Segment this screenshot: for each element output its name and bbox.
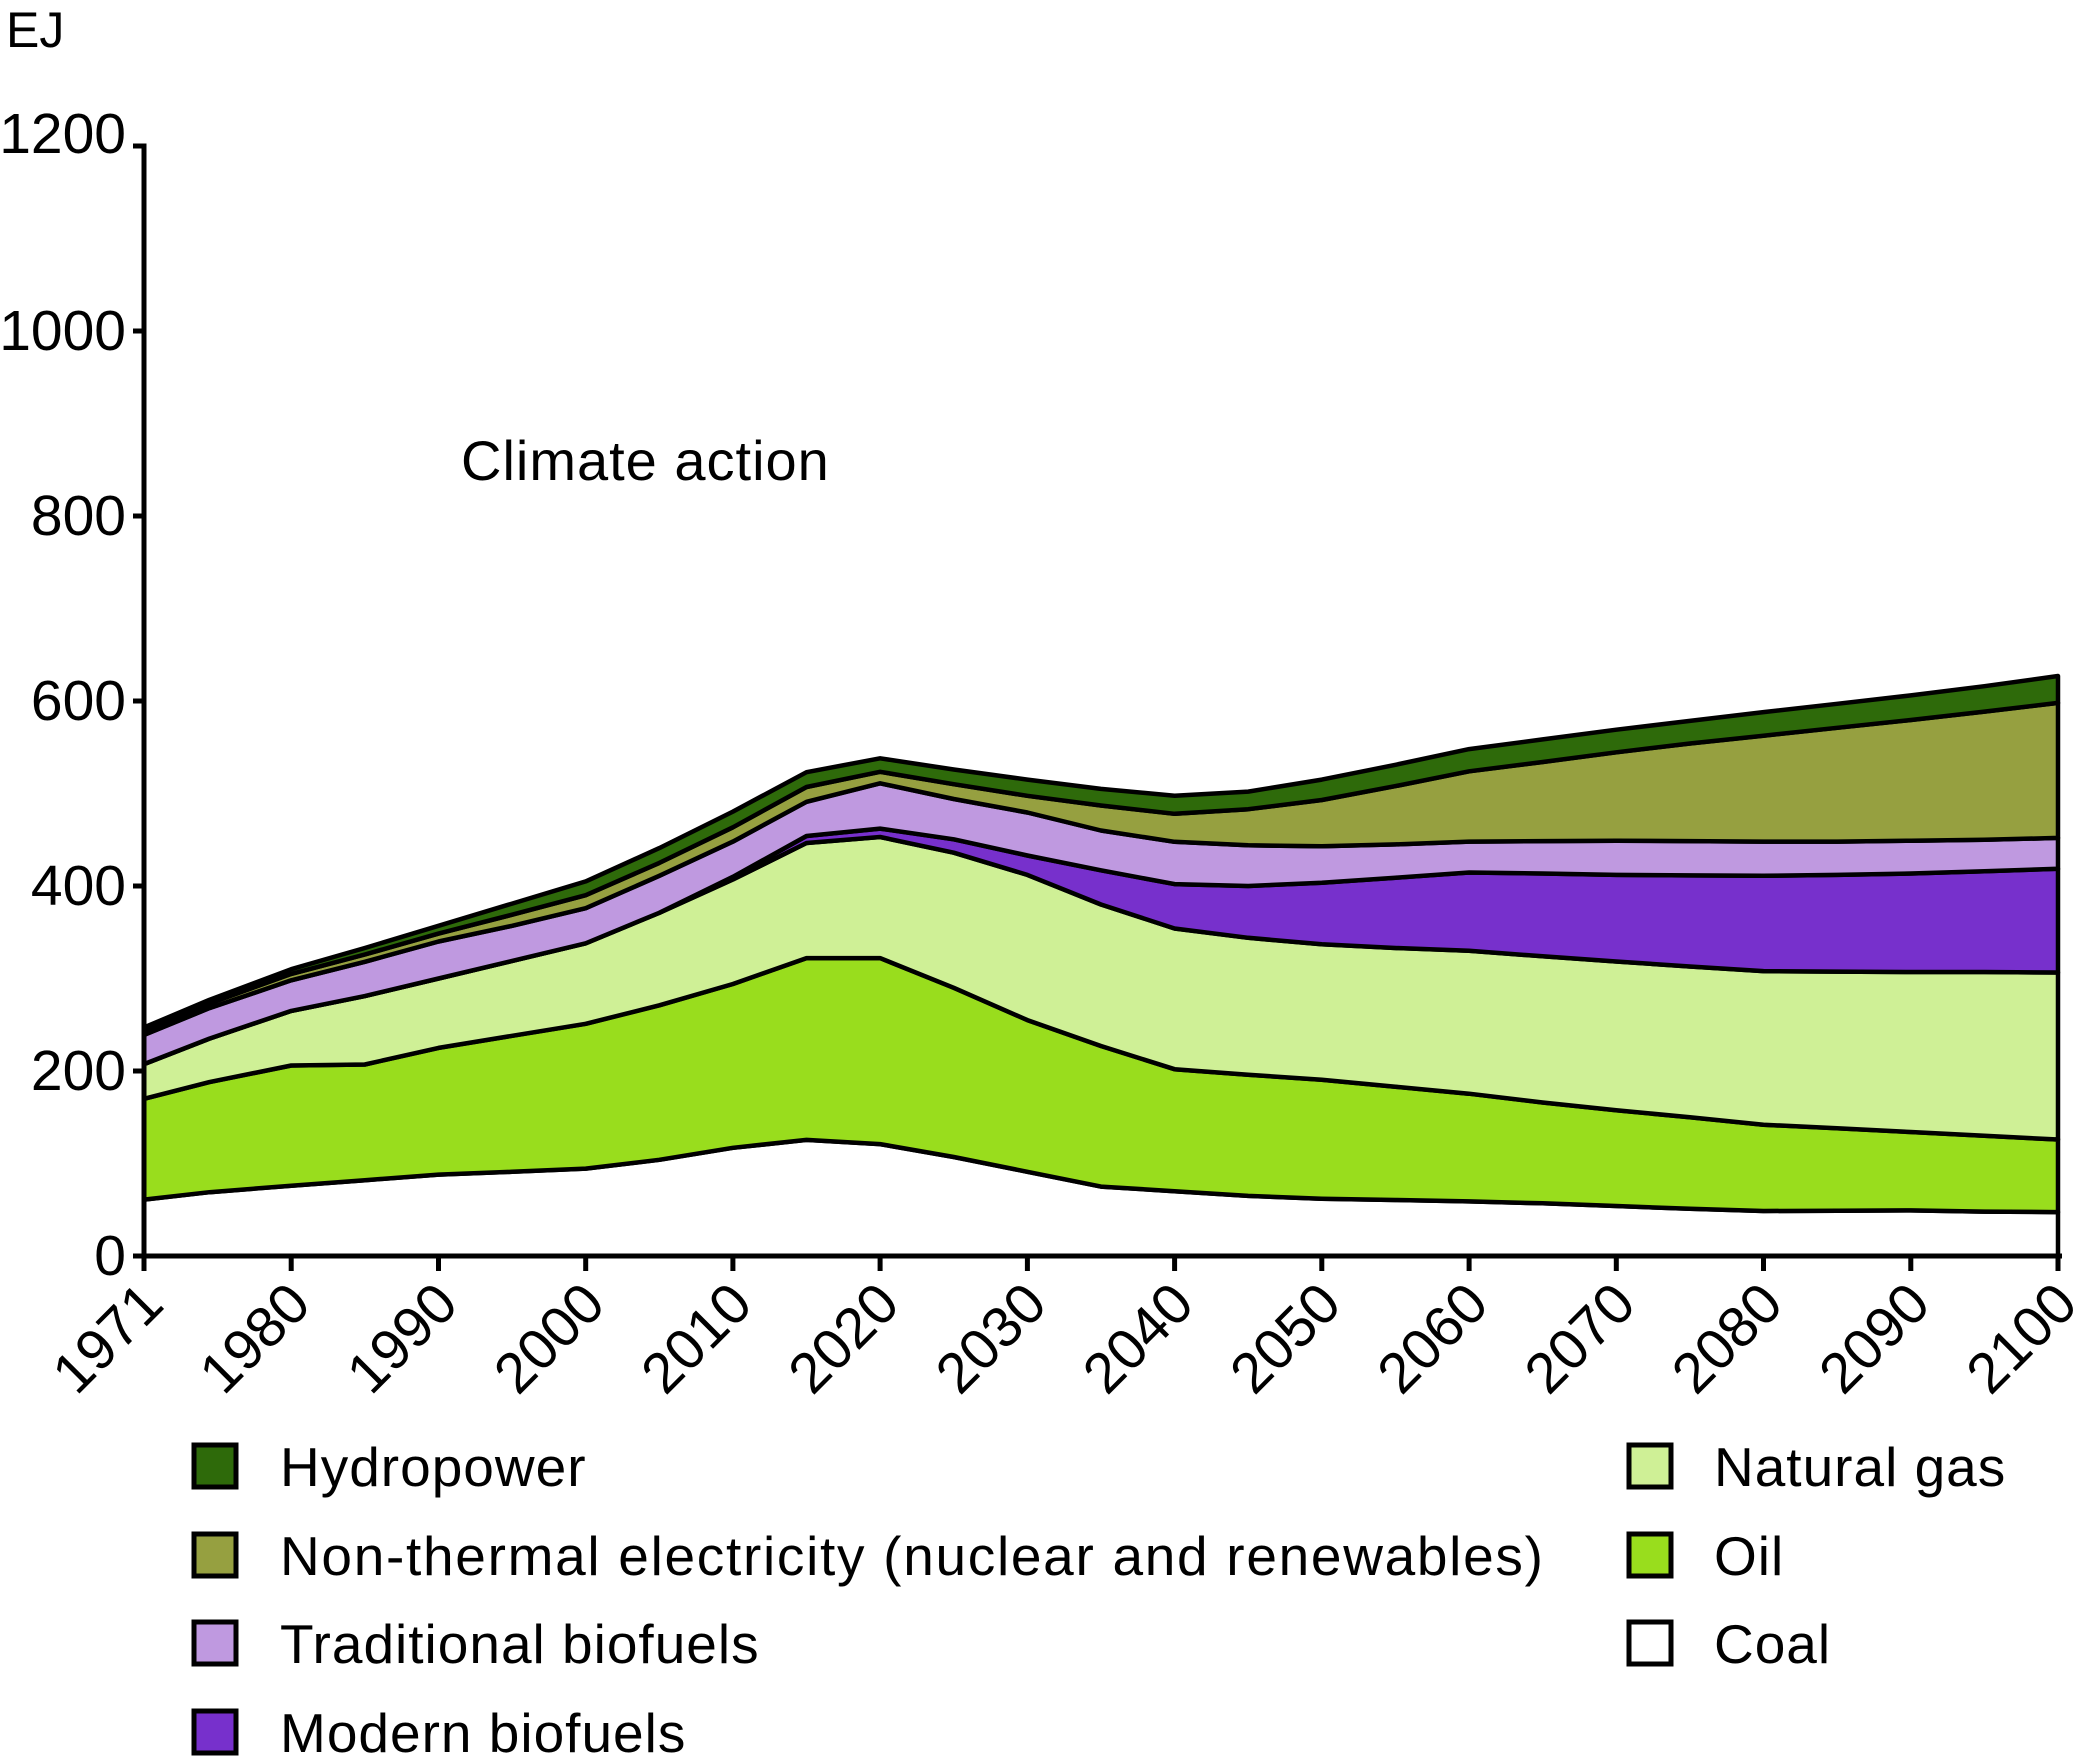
svg-text:0: 0 [94, 1224, 126, 1288]
svg-text:Modern biofuels: Modern biofuels [280, 1702, 686, 1761]
svg-text:Climate action: Climate action [461, 429, 830, 492]
svg-text:Oil: Oil [1714, 1525, 1784, 1587]
svg-text:1200: 1200 [0, 102, 126, 166]
svg-text:Hydropower: Hydropower [280, 1436, 587, 1498]
svg-text:EJ: EJ [6, 2, 64, 58]
svg-text:Traditional biofuels: Traditional biofuels [280, 1613, 760, 1675]
svg-text:1000: 1000 [0, 299, 126, 363]
svg-text:Coal: Coal [1714, 1613, 1831, 1675]
svg-text:600: 600 [31, 669, 126, 733]
svg-text:400: 400 [31, 854, 126, 918]
svg-text:Non-thermal electricity (nucle: Non-thermal electricity (nuclear and ren… [280, 1525, 1545, 1587]
svg-text:Natural gas: Natural gas [1714, 1436, 2006, 1498]
svg-text:800: 800 [31, 484, 126, 548]
svg-text:200: 200 [31, 1039, 126, 1103]
